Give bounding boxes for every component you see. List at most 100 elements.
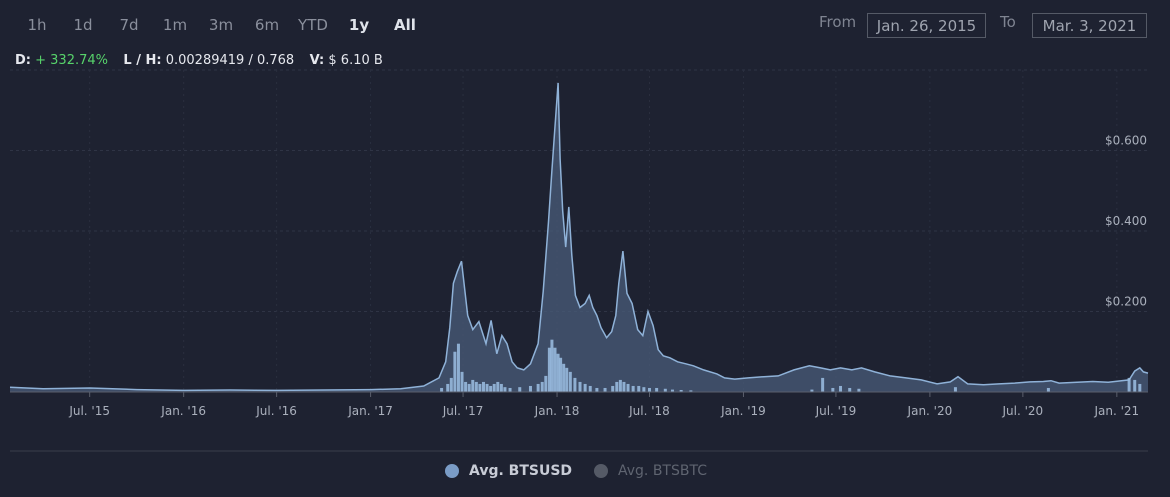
volume-bar (467, 383, 471, 392)
volume-bar (611, 385, 615, 392)
zoom-3m-button[interactable]: 3m (208, 16, 234, 34)
volume-bar (449, 377, 453, 392)
volume-bar (637, 385, 641, 392)
volume-bar (1046, 387, 1050, 392)
volume-bar (1133, 379, 1137, 392)
volume-bar (588, 385, 592, 392)
y-tick-label: $0.200 (1105, 295, 1147, 309)
price-area (9, 82, 1149, 393)
volume-bar (496, 381, 500, 392)
stat-lh-label: L / H: (123, 53, 162, 68)
legend-item-btsbtc[interactable]: Avg. BTSBTC (594, 463, 707, 479)
stat-d-label: D: (15, 53, 31, 68)
volume-bar (578, 381, 582, 392)
legend-label: Avg. BTSBTC (618, 463, 707, 479)
volume-bar (544, 375, 548, 392)
volume-bar (1127, 377, 1131, 392)
volume-bar (536, 383, 540, 392)
volume-bar (626, 383, 630, 392)
volume-bar (478, 383, 482, 392)
volume-bar (518, 387, 522, 392)
volume-bar (553, 347, 557, 392)
zoom-1h-button[interactable]: 1h (27, 16, 47, 34)
x-tick-label: Jan. '20 (907, 404, 953, 418)
volume-bar (848, 387, 852, 392)
volume-bar (499, 383, 503, 392)
volume-bar (595, 387, 599, 392)
range-from-label: From (819, 13, 857, 31)
legend-item-btsusd[interactable]: Avg. BTSUSD (445, 463, 572, 479)
volume-bar (642, 387, 646, 392)
volume-bar (647, 387, 651, 392)
zoom-ytd-button[interactable]: YTD (298, 16, 328, 34)
stat-lh-value: 0.00289419 / 0.768 (165, 53, 295, 68)
volume-bar (446, 383, 450, 392)
x-axis-ticks: Jul. '15 Jan. '16 Jul. '16 Jan. '17 Jul. '17… (10, 391, 1148, 418)
zoom-1m-button[interactable]: 1m (162, 16, 188, 34)
volume-bars (440, 339, 1142, 392)
zoom-bar: 1h 1d 7d 1m 3m 6m YTD 1y All (14, 12, 428, 38)
stat-d-value: + 332.74% (35, 53, 109, 68)
x-tick-label: Jul. '16 (255, 404, 297, 418)
volume-bar (559, 357, 563, 392)
zoom-7d-button[interactable]: 7d (119, 16, 139, 34)
volume-bar (492, 383, 496, 392)
volume-bar (464, 381, 468, 392)
x-tick-label: Jan. '17 (347, 404, 393, 418)
zoom-1d-button[interactable]: 1d (73, 16, 93, 34)
range-to-input[interactable]: Mar. 3, 2021 (1032, 13, 1147, 38)
chart-grid (10, 69, 1148, 312)
volume-bar (508, 387, 512, 392)
x-tick-label: Jan. '19 (720, 404, 766, 418)
x-tick-label: Jul. '19 (815, 404, 857, 418)
volume-bar (440, 387, 444, 392)
x-tick-label: Jul. '15 (68, 404, 110, 418)
stats-bar: D: + 332.74% L / H: 0.00289419 / 0.768 V… (15, 53, 386, 68)
volume-bar (618, 379, 622, 392)
volume-bar (622, 381, 626, 392)
legend-label: Avg. BTSUSD (469, 463, 573, 479)
volume-bar (568, 371, 572, 392)
stat-v-label: V: (309, 53, 325, 68)
volume-bar (615, 381, 619, 392)
volume-bar (547, 347, 551, 392)
legend-dot-icon (594, 464, 608, 478)
volume-bar (565, 367, 569, 392)
x-tick-label: Jul. '18 (628, 404, 670, 418)
zoom-1y-button[interactable]: 1y (348, 16, 370, 34)
volume-bar (603, 387, 607, 392)
volume-bar (485, 383, 489, 392)
x-tick-label: Jan. '18 (534, 404, 580, 418)
volume-bar (831, 387, 835, 392)
volume-bar (540, 381, 544, 392)
series-area (10, 82, 1148, 393)
volume-bar (810, 389, 814, 392)
volume-bar (663, 388, 667, 392)
volume-bar (460, 371, 464, 392)
volume-bar (573, 377, 577, 392)
volume-bar (821, 377, 825, 392)
volume-bar (839, 385, 843, 392)
volume-bar (481, 381, 485, 392)
volume-bar (953, 387, 957, 392)
zoom-all-button[interactable]: All (394, 16, 416, 34)
volume-bar (456, 343, 460, 392)
volume-bar (503, 387, 507, 392)
volume-bar (631, 385, 635, 392)
volume-bar (550, 339, 554, 392)
volume-bar (556, 353, 560, 392)
volume-bar (655, 387, 659, 392)
volume-bar (453, 351, 457, 392)
range-from-input[interactable]: Jan. 26, 2015 (867, 13, 986, 38)
legend-dot-icon (445, 464, 459, 478)
x-tick-label: Jan. '21 (1093, 404, 1139, 418)
volume-bar (471, 379, 475, 392)
volume-bar (562, 363, 566, 392)
volume-bar (689, 390, 693, 392)
volume-bar (489, 385, 493, 392)
volume-bar (679, 389, 683, 392)
zoom-6m-button[interactable]: 6m (254, 16, 280, 34)
x-tick-label: Jul. '20 (1002, 404, 1044, 418)
range-to-label: To (1000, 13, 1016, 31)
